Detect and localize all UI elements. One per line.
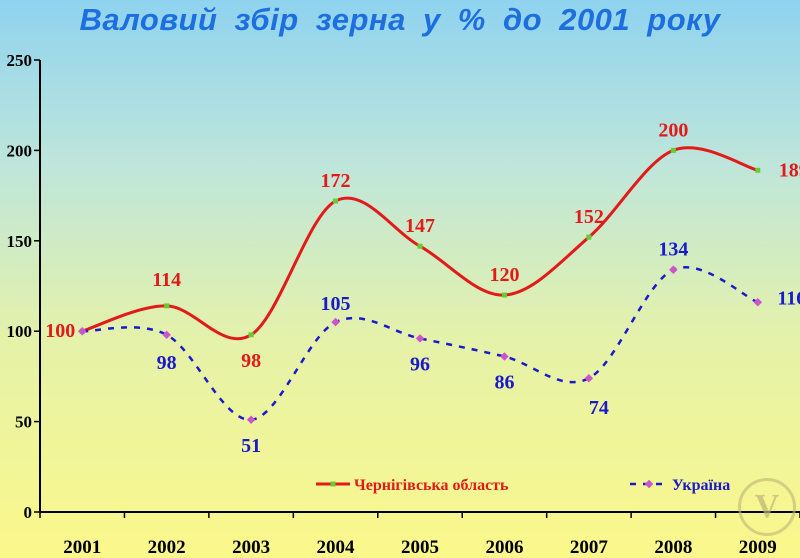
legend-label-1: Чернігівська область [354, 477, 509, 494]
legend-marker-2 [644, 479, 654, 489]
x-tick-label: 2005 [401, 537, 439, 558]
data-label-series-2: 98 [157, 352, 177, 374]
series-2-point [500, 352, 509, 361]
chart-title: Валовий збір зерна у % до 2001 року [79, 2, 721, 37]
y-tick-label: 0 [24, 503, 33, 522]
y-tick-label: 100 [7, 322, 33, 341]
series-1-point [417, 243, 423, 249]
x-tick-label: 2002 [148, 537, 186, 558]
data-label-series-2: 86 [494, 372, 514, 394]
series-1-point [755, 167, 761, 173]
x-tick-label: 2008 [654, 537, 692, 558]
data-label-series-1: 147 [405, 215, 435, 237]
series-line-2 [82, 266, 759, 422]
series-1-point [164, 303, 170, 309]
data-label-series-1: 100 [45, 320, 75, 342]
series-2-point [246, 415, 256, 425]
series-1-point [248, 332, 254, 338]
series-1-point [333, 198, 339, 204]
data-label-series-1: 172 [321, 170, 351, 192]
y-tick-label: 200 [7, 141, 33, 160]
data-label-series-1: 189 [779, 159, 800, 181]
data-label-series-1: 114 [152, 269, 181, 291]
data-label-series-2: 134 [658, 239, 688, 261]
series-2-point [584, 373, 594, 383]
series-1-point [586, 234, 592, 240]
data-label-series-2: 51 [241, 435, 261, 457]
data-label-series-1: 98 [241, 350, 261, 372]
x-tick-label: 2006 [485, 537, 523, 558]
data-label-series-1: 152 [574, 206, 604, 228]
data-label-series-1: 200 [658, 119, 688, 141]
legend-label-2: Україна [672, 477, 730, 494]
y-tick-label: 50 [15, 413, 32, 432]
series-2-point [77, 326, 87, 336]
x-tick-label: 2007 [570, 537, 609, 558]
series-1-point [670, 147, 676, 153]
series-2-point [331, 317, 340, 327]
data-label-series-2: 116 [777, 287, 800, 309]
data-label-series-1: 120 [489, 264, 519, 286]
x-tick-label: 2009 [739, 537, 777, 558]
series-2-point [415, 334, 425, 343]
series-2-point [669, 265, 678, 274]
y-tick-label: 250 [7, 51, 33, 70]
x-tick-label: 2001 [63, 537, 101, 558]
x-tick-label: 2004 [317, 537, 356, 558]
legend-marker-1 [330, 481, 336, 487]
series-1-point [501, 292, 507, 298]
data-label-series-2: 105 [321, 293, 351, 315]
watermark-seal: V [738, 478, 796, 536]
series-2-point [162, 330, 171, 340]
data-label-series-2: 96 [410, 353, 430, 375]
y-tick-label: 150 [7, 232, 33, 251]
data-label-series-2: 74 [589, 397, 609, 419]
series-2-point [753, 298, 763, 307]
x-tick-label: 2003 [232, 537, 270, 558]
series-line-1 [81, 146, 759, 341]
